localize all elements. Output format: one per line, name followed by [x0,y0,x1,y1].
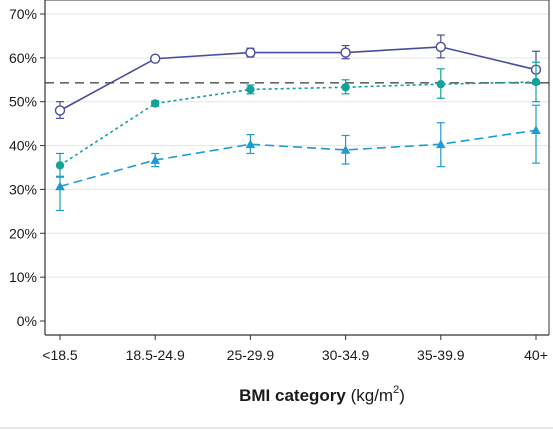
data-point [341,83,350,92]
data-point [54,105,66,116]
data-point [149,53,161,64]
axes [44,0,550,336]
data-point [531,77,541,87]
data-point [55,181,65,191]
y-tick-label: 0% [17,313,37,329]
x-tick-label: 18.5-24.9 [126,347,185,363]
x-axis-title: BMI category (kg/m2) [239,384,405,405]
x-axis-title-main: BMI category [239,386,346,405]
y-tick-label: 30% [9,181,37,197]
x-tick-label: 25-29.9 [227,347,275,363]
data-point [340,145,351,154]
data-point [436,139,446,149]
data-point [531,125,541,135]
data-point [245,139,256,149]
data-point [436,79,445,89]
data-point [435,41,446,53]
y-tick-label: 20% [9,225,37,241]
data-point [151,99,160,108]
x-tick-label: 40+ [524,347,548,363]
gridlines [45,13,549,278]
x-tick-label: 30-34.9 [322,347,370,363]
y-tick-label: 60% [9,50,37,66]
data-point [245,47,256,58]
series-layer [54,34,542,212]
x-axis-title-unit-superscript: 2 [393,384,399,396]
series-line [59,129,537,188]
series-3 [55,104,541,212]
series-line [59,46,537,112]
series-line [59,81,537,166]
x-axis-title-unit-close: ) [399,386,405,405]
data-point [246,85,255,94]
data-point [340,47,351,58]
data-point [55,161,65,170]
x-axis-title-unit: (kg/m [346,386,393,405]
series-2 [55,61,541,178]
x-axis-ticks: <18.5 18.5-24.9 25-29.9 30-34.9 35-39.9 40+ [42,335,548,363]
data-point [150,155,160,164]
y-tick-label: 50% [9,94,37,110]
y-axis-ticks: 0% 10% 20% 30% 40% 50% 60% 70% [9,6,45,329]
x-tick-label: <18.5 [42,347,78,363]
x-tick-label: 35-39.9 [417,347,465,363]
y-tick-label: 70% [9,6,37,22]
y-tick-label: 10% [9,269,37,285]
y-tick-label: 40% [9,138,37,154]
